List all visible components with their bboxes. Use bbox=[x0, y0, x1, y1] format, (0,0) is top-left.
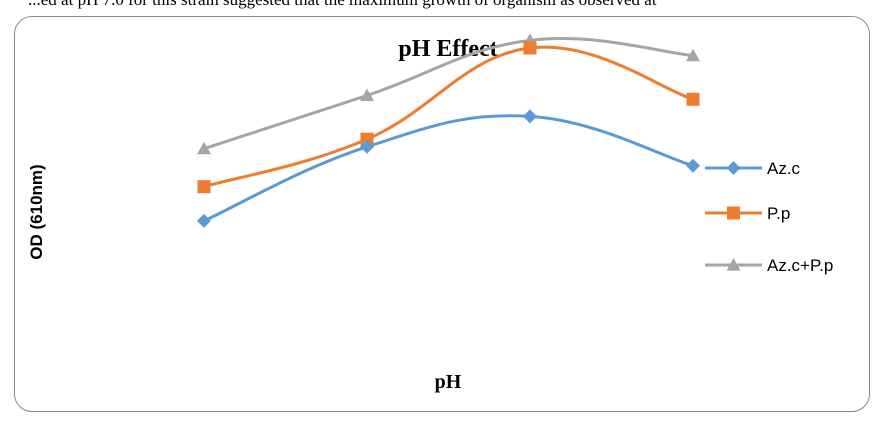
legend-marker-az-c-p-p bbox=[726, 258, 741, 271]
y-axis-label: OD (610nm) bbox=[27, 164, 46, 259]
plot-area bbox=[40, 36, 856, 376]
data-point-az-c-p-p-1 bbox=[197, 141, 211, 155]
legend-marker-p-p bbox=[727, 206, 740, 220]
cut-off-body-text: ...ed at pH 7.0 for this strain suggeste… bbox=[0, 0, 876, 12]
data-point-p-p-4 bbox=[686, 92, 700, 106]
series-layer bbox=[203, 37, 694, 223]
legend-label-p-p: P.p bbox=[767, 204, 790, 223]
series-line-az-c-p-p bbox=[203, 37, 694, 151]
data-point-az-c-1 bbox=[197, 213, 211, 228]
legend-label-az-c-p-p: Az.c+P.p bbox=[767, 256, 833, 275]
legend-label-az-c: Az.c bbox=[767, 159, 801, 178]
marker-layer bbox=[197, 33, 700, 228]
data-point-az-c-3 bbox=[523, 109, 537, 124]
legend: Az.c P.p Az.c+P.p bbox=[705, 159, 833, 275]
data-point-p-p-3 bbox=[523, 41, 537, 55]
series-line-p-p bbox=[203, 45, 694, 189]
legend-marker-az-c bbox=[726, 161, 741, 175]
data-point-az-c-4 bbox=[686, 158, 700, 173]
data-point-az-c-p-p-2 bbox=[360, 88, 374, 102]
data-point-p-p-2 bbox=[360, 132, 374, 146]
data-point-p-p-1 bbox=[197, 180, 211, 194]
chart-title: pH Effect bbox=[398, 36, 497, 62]
x-axis-label: pH bbox=[435, 371, 462, 393]
data-point-az-c-2 bbox=[360, 139, 374, 154]
series-line-az-c bbox=[203, 114, 694, 223]
data-point-az-c-p-p-4 bbox=[686, 48, 700, 62]
